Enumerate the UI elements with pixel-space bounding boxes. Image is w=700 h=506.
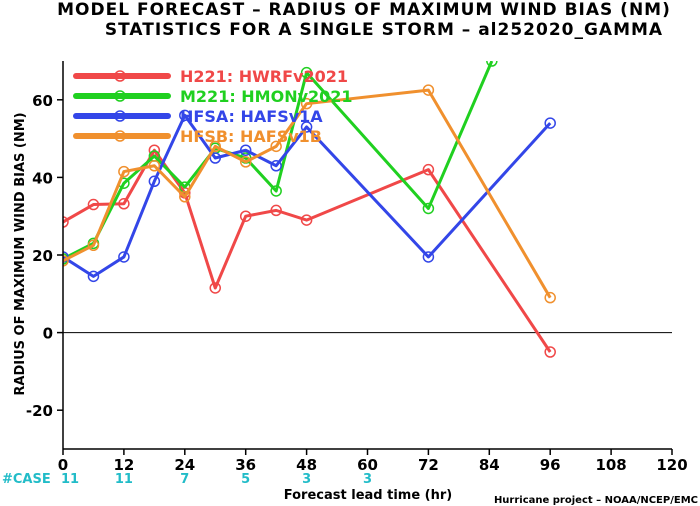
series-3-point (544, 117, 556, 129)
x-tick-label: 96 (540, 456, 561, 474)
x-tick-label: 48 (296, 456, 317, 474)
series-line-4 (63, 88, 552, 299)
series-2-point (270, 185, 282, 197)
x-tick-label: 36 (235, 456, 256, 474)
series-3-point (270, 160, 282, 172)
legend-entry-3: HFSA: HAFSv1A (180, 107, 323, 126)
x-tick-label: 12 (113, 456, 134, 474)
case-count: 3 (363, 472, 372, 487)
series-1-point (422, 163, 435, 176)
series-4-point (63, 255, 69, 267)
series-line-3 (63, 113, 552, 278)
case-count: 11 (61, 472, 79, 487)
series-3-point (300, 121, 313, 133)
plot-area (57, 61, 673, 455)
x-tick-label: 24 (174, 456, 195, 474)
y-axis-label: RADIUS OF MAXIMUM WIND BIAS (NM) (13, 112, 28, 395)
series-1-point (544, 346, 556, 358)
x-tick-label: 120 (656, 456, 687, 474)
x-tick-label: 60 (357, 456, 378, 474)
case-count: 5 (241, 472, 250, 487)
series-1-point (300, 214, 313, 226)
series-3-point (422, 251, 435, 263)
series-1-point (239, 210, 252, 222)
series-3-point (239, 144, 252, 156)
series-line-1 (63, 148, 552, 353)
series-2-point (486, 61, 498, 67)
legend-entry-2: M221: HMONv2021 (180, 87, 353, 106)
case-label: #CASE (2, 472, 51, 487)
series-1-point (118, 198, 130, 210)
series-4-point (270, 140, 282, 153)
series-group (63, 61, 556, 358)
series-4-point (544, 291, 556, 304)
chart-subtitle: STATISTICS FOR A SINGLE STORM – al252020… (105, 20, 663, 40)
series-4-point (148, 160, 161, 172)
series-1-point (209, 282, 221, 294)
series-4-point (209, 140, 221, 153)
legend-marker-1 (114, 70, 126, 82)
y-tick-label: 60 (32, 92, 53, 110)
legend-marker-3 (114, 110, 126, 122)
series-4-point (239, 156, 252, 168)
series-3-point (148, 175, 161, 188)
legend-marker-4 (114, 130, 126, 142)
case-count: 3 (302, 472, 311, 487)
series-4-point (179, 191, 191, 203)
series-1-point (87, 198, 100, 211)
series-3-point (87, 270, 100, 283)
series-1-point (63, 216, 69, 228)
x-axis-label: Forecast lead time (hr) (284, 488, 452, 503)
chart-title: MODEL FORECAST – RADIUS OF MAXIMUM WIND … (57, 0, 671, 20)
series-2-point (300, 66, 313, 79)
x-tick-label: 108 (595, 456, 626, 474)
x-tick-label: 0 (58, 456, 68, 474)
series-3-point (209, 152, 221, 164)
y-tick-label: 20 (32, 247, 53, 265)
series-4-point (422, 84, 435, 96)
credit-text: Hurricane project – NOAA/NCEP/EMC (494, 495, 698, 506)
case-count: 7 (180, 472, 189, 487)
series-4-point (87, 239, 100, 252)
series-3-point (118, 251, 130, 263)
case-count: 11 (115, 472, 133, 487)
series-1-point (270, 204, 282, 217)
series-3-point (179, 109, 191, 122)
series-4-point (300, 97, 313, 110)
series-2-point (422, 202, 435, 215)
y-tick-label: 40 (32, 169, 53, 187)
y-tick-label: 0 (43, 325, 53, 343)
y-tick-label: -20 (26, 402, 53, 420)
legend-entry-4: HFSB: HAFSv1B (180, 127, 322, 146)
x-tick-label: 72 (418, 456, 439, 474)
x-tick-label: 84 (479, 456, 500, 474)
series-4-point (118, 165, 130, 178)
legend-marker-2 (114, 90, 126, 102)
legend-entry-1: H221: HWRFv2021 (180, 67, 348, 86)
